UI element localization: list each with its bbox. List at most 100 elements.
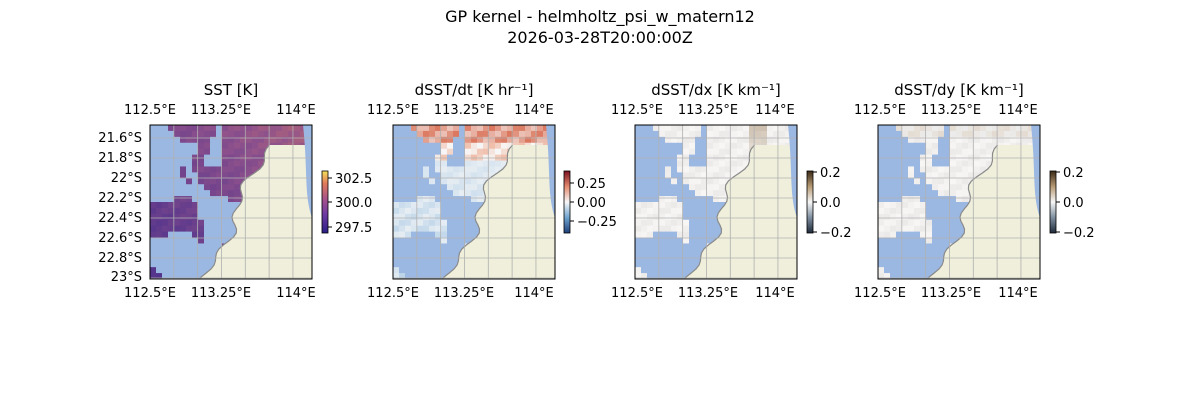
field-cell xyxy=(156,172,163,179)
field-cell xyxy=(393,219,400,227)
field-cell xyxy=(150,148,157,156)
field-cell xyxy=(707,219,714,227)
field-cell xyxy=(635,267,642,274)
field-cell xyxy=(216,130,223,138)
field-cell xyxy=(399,225,406,233)
field-cell xyxy=(417,196,424,203)
field-cell xyxy=(695,172,702,179)
field-cell xyxy=(156,249,163,256)
field-cell xyxy=(1016,130,1023,138)
field-cell xyxy=(914,125,921,132)
field-cell xyxy=(689,249,696,256)
field-cell xyxy=(168,249,175,256)
field-cell xyxy=(689,172,696,179)
field-cell xyxy=(653,207,660,215)
field-cell xyxy=(950,148,957,156)
bottom-x-tick: 112.5°E xyxy=(854,286,906,301)
field-cell xyxy=(950,184,957,191)
field-cell xyxy=(695,166,702,173)
field-cell xyxy=(920,249,927,256)
field-cell xyxy=(435,142,442,150)
field-cell xyxy=(399,130,406,138)
field-cell xyxy=(689,196,696,203)
field-cell xyxy=(465,125,472,132)
field-cell xyxy=(932,207,939,215)
field-cell xyxy=(653,237,660,245)
colorbar-tick: 0.00 xyxy=(577,196,606,211)
field-cell xyxy=(180,166,187,173)
field-cell xyxy=(399,166,406,173)
field-cell xyxy=(399,207,406,215)
field-cell xyxy=(447,213,454,221)
field-cell xyxy=(962,196,969,203)
field-cell xyxy=(914,190,921,197)
field-cell xyxy=(435,136,442,144)
field-cell xyxy=(737,148,744,156)
field-cell xyxy=(411,202,418,209)
field-cell xyxy=(635,207,642,215)
field-cell xyxy=(411,166,418,173)
field-cell xyxy=(417,178,424,185)
field-cell xyxy=(1010,130,1017,138)
field-cell xyxy=(447,178,454,185)
field-cell xyxy=(168,243,175,250)
field-cell xyxy=(228,178,235,185)
field-cell xyxy=(908,166,915,173)
field-cell xyxy=(659,202,666,209)
field-cell xyxy=(962,202,969,209)
field-cell xyxy=(459,219,466,227)
field-cell xyxy=(890,261,897,268)
field-cell xyxy=(908,207,915,215)
field-cell xyxy=(168,231,175,239)
field-cell xyxy=(216,237,223,245)
field-cell xyxy=(174,178,181,185)
field-cell xyxy=(896,261,903,268)
field-cell xyxy=(992,130,999,138)
field-cell xyxy=(719,184,726,191)
field-cell xyxy=(761,136,768,144)
field-cell xyxy=(459,196,466,203)
field-cell xyxy=(501,148,508,156)
field-cell xyxy=(908,125,915,132)
field-cell xyxy=(399,213,406,221)
field-cell xyxy=(926,225,933,233)
field-cell xyxy=(914,243,921,250)
field-cell xyxy=(429,136,436,144)
field-cell xyxy=(252,125,259,132)
field-cell xyxy=(411,273,418,279)
field-cell xyxy=(986,125,993,132)
land-polygon xyxy=(927,145,1040,279)
field-cell xyxy=(246,166,253,173)
field-cell xyxy=(920,261,927,268)
bay-water xyxy=(1031,125,1040,218)
field-cell xyxy=(665,231,672,239)
field-cell xyxy=(695,148,702,156)
field-cell xyxy=(429,255,436,262)
field-cell xyxy=(914,172,921,179)
field-cell xyxy=(423,142,430,150)
field-cell xyxy=(477,125,484,132)
field-cell xyxy=(884,184,891,191)
field-cell xyxy=(168,190,175,197)
field-cell xyxy=(683,255,690,262)
field-cell xyxy=(962,166,969,173)
field-cell xyxy=(216,231,223,239)
field-cell xyxy=(1010,125,1017,132)
field-cell xyxy=(647,267,654,274)
field-cell xyxy=(761,130,768,138)
field-cell xyxy=(411,219,418,227)
field-cell xyxy=(405,172,412,179)
field-cell xyxy=(477,142,484,150)
field-cell xyxy=(162,160,169,168)
top-x-tick: 113.25°E xyxy=(678,103,738,118)
field-cell xyxy=(902,202,909,209)
field-cell xyxy=(635,166,642,173)
field-cell xyxy=(156,261,163,268)
field-cell xyxy=(914,213,921,221)
field-cell xyxy=(429,166,436,173)
field-cell xyxy=(659,207,666,215)
field-cell xyxy=(677,196,684,203)
field-cell xyxy=(707,148,714,156)
field-cell xyxy=(653,213,660,221)
field-cell xyxy=(162,148,169,156)
